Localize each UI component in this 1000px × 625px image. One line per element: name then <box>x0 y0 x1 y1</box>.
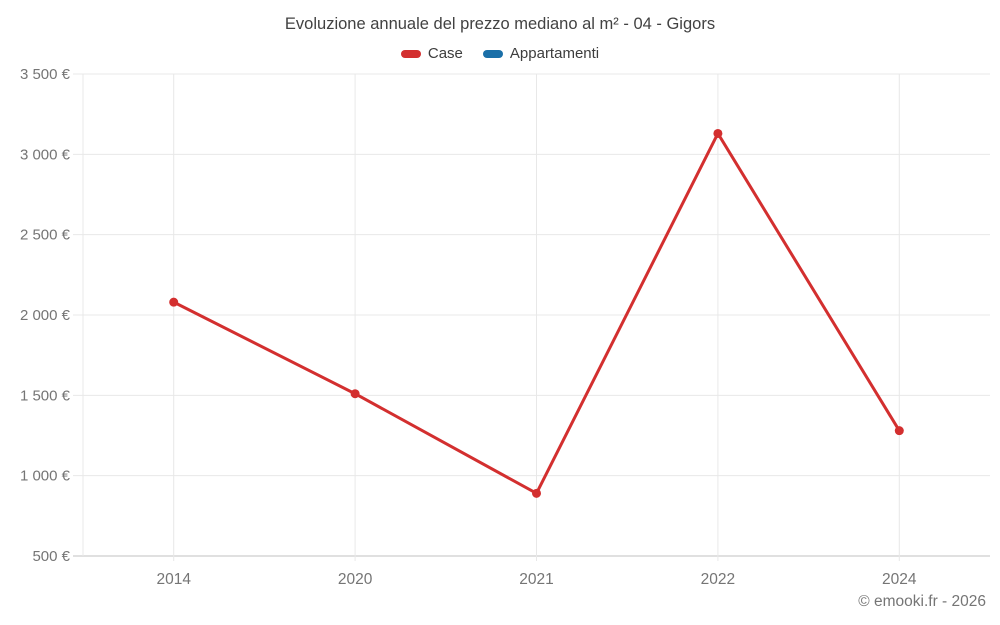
legend-label: Case <box>427 45 463 62</box>
legend-swatch-case <box>400 49 421 58</box>
data-point-2024[interactable] <box>894 426 904 436</box>
x-axis-tick-label: 2021 <box>519 571 553 588</box>
chart-title: Evoluzione annuale del prezzo mediano al… <box>284 15 716 33</box>
x-axis-tick-label: 2022 <box>701 571 735 588</box>
copyright-text: © emooki.fr - 2026 <box>858 593 986 610</box>
legend-item-appartamenti[interactable]: Appartamenti <box>482 45 600 62</box>
data-point-2014[interactable] <box>169 297 179 307</box>
chart-legend: Case Appartamenti <box>0 45 1000 62</box>
x-axis-tick-label: 2020 <box>338 571 373 588</box>
y-axis-tick-label: 2 000 € <box>20 307 71 324</box>
y-axis-tick-label: 500 € <box>32 548 70 565</box>
x-axis-tick-label: 2014 <box>156 571 191 588</box>
data-point-2020[interactable] <box>350 389 360 399</box>
legend-item-case[interactable]: Case <box>400 45 463 62</box>
y-axis-tick-label: 3 500 € <box>20 66 71 83</box>
x-axis-tick-label: 2024 <box>882 571 917 588</box>
y-axis-tick-label: 1 000 € <box>20 468 71 485</box>
data-point-2022[interactable] <box>713 128 723 138</box>
y-axis-tick-label: 3 000 € <box>20 146 71 163</box>
y-axis-tick-label: 1 500 € <box>20 387 71 404</box>
y-axis-tick-label: 2 500 € <box>20 227 71 244</box>
legend-swatch-appartamenti <box>482 49 503 58</box>
legend-label: Appartamenti <box>509 45 600 62</box>
data-point-2021[interactable] <box>532 488 541 498</box>
